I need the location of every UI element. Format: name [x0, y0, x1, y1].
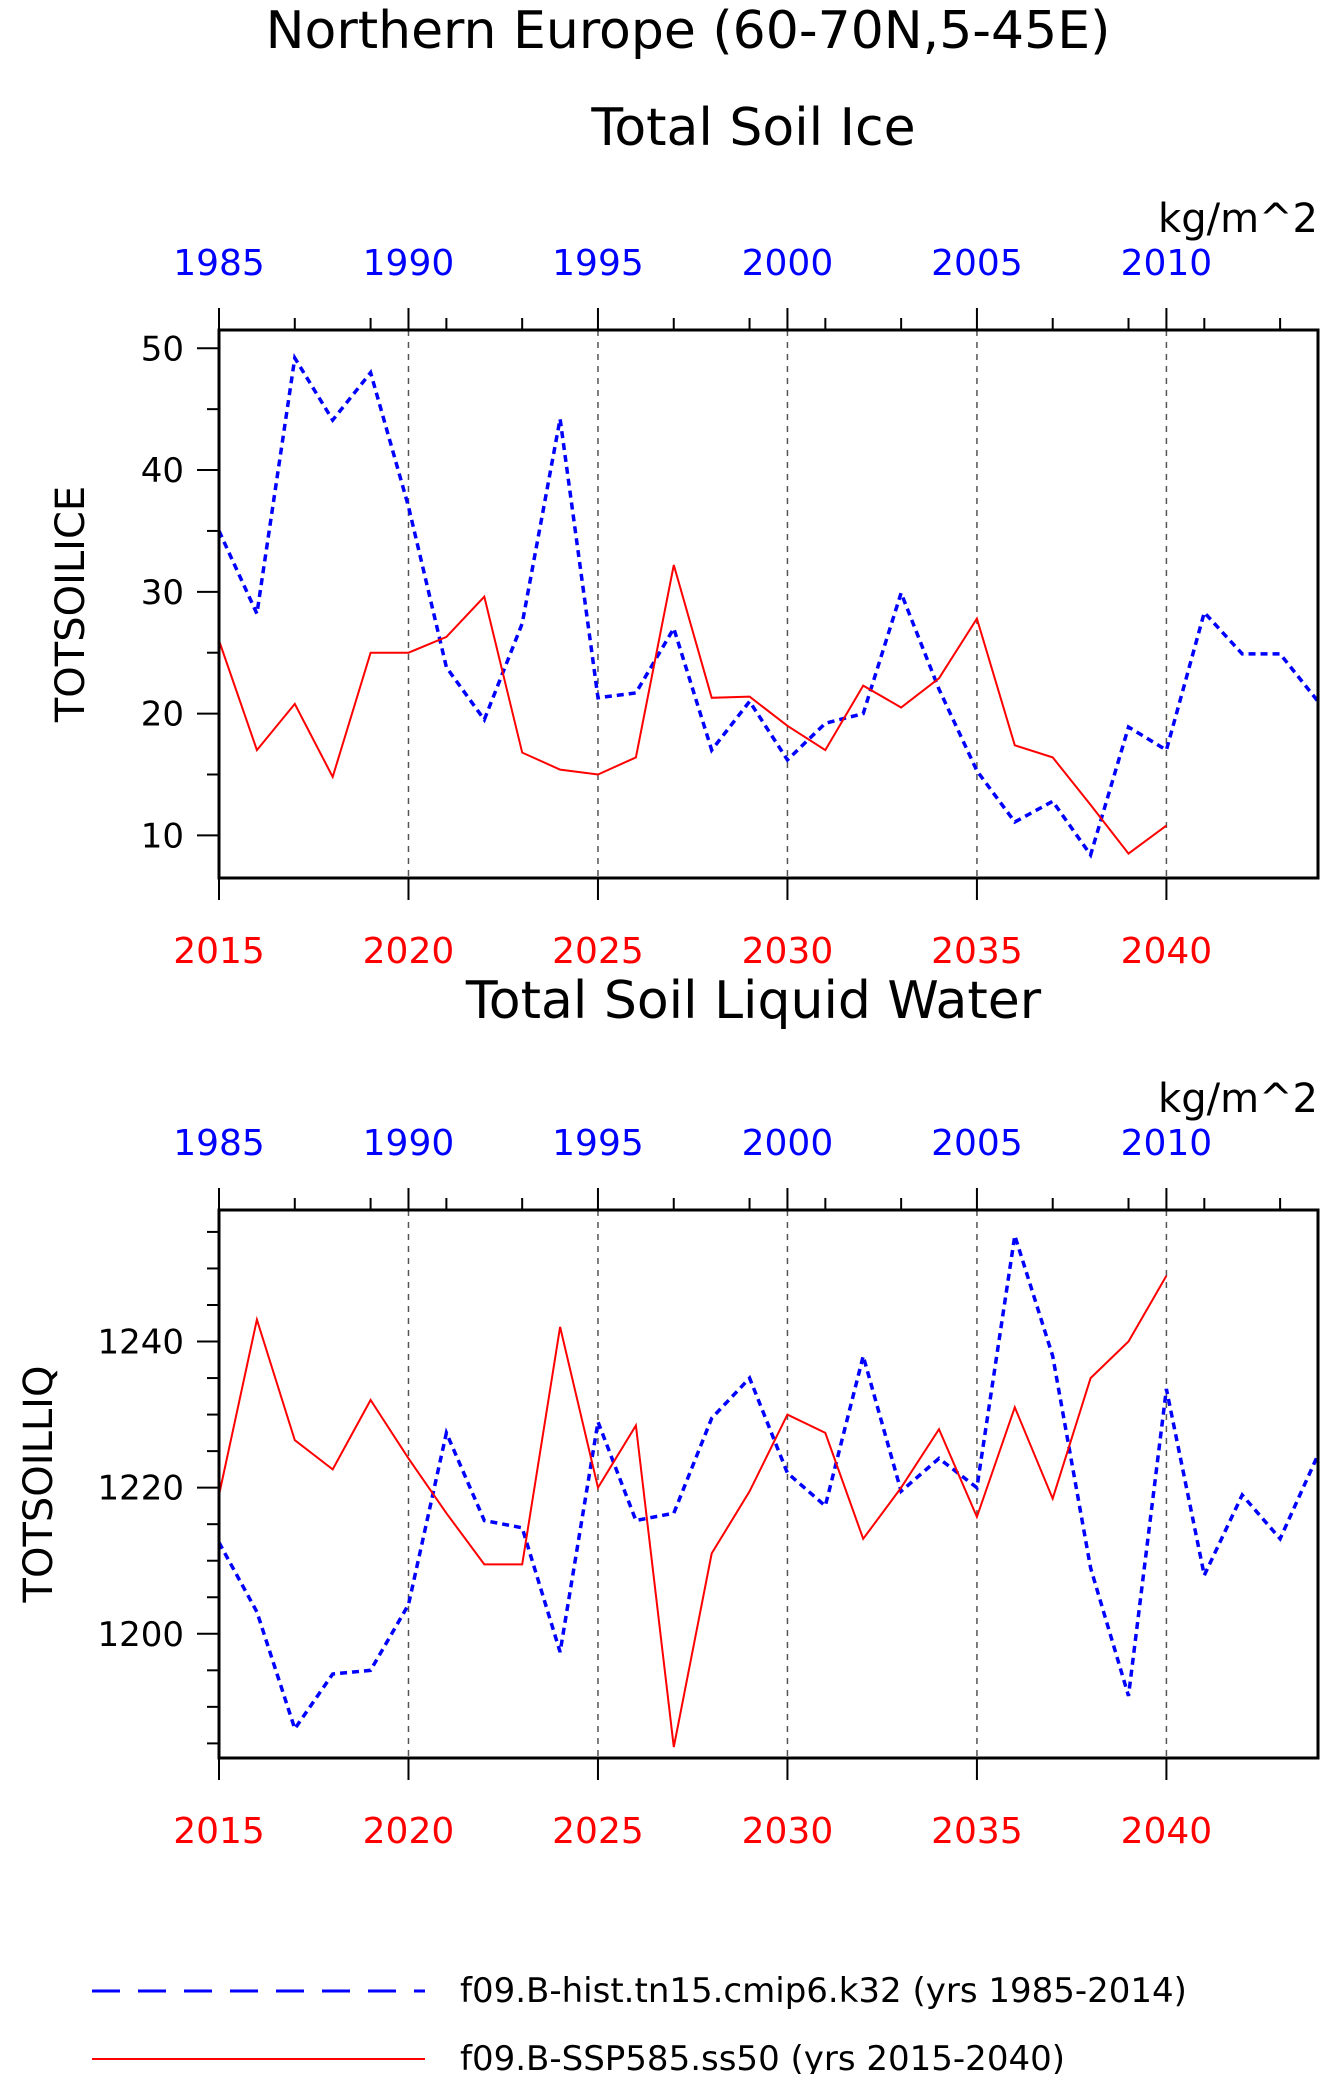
x-tick-label-top: 1985: [173, 1123, 265, 1164]
x-tick-label-bottom: 2020: [363, 1811, 455, 1852]
x-tick-label-bottom: 2040: [1121, 1811, 1213, 1852]
units-label: kg/m^2: [1158, 1076, 1318, 1122]
y-tick-label: 1220: [97, 1469, 184, 1509]
y-tick-label: 50: [141, 329, 184, 369]
x-tick-label-top: 2005: [931, 1123, 1023, 1164]
panel-total-soil-liquid-water: Total Soil Liquid Water kg/m^2 1200 1220 124…: [16, 971, 1320, 1852]
series-line-ssp585: [218, 1275, 1168, 1748]
x-tick-label-bottom: 2015: [173, 931, 265, 972]
y-axis-label: TOTSOILLIQ: [16, 1366, 62, 1604]
panel-title: Total Soil Ice: [590, 98, 915, 158]
x-tick-label-bottom: 2035: [931, 1811, 1023, 1852]
x-tick-label-top: 1985: [173, 243, 265, 284]
plot-frame: [217, 1208, 1320, 1760]
x-tick-label-bottom: 2025: [552, 1811, 644, 1852]
plot-frame: [217, 328, 1320, 880]
x-tick-label-top: 2000: [742, 1123, 834, 1164]
legend: f09.B-hist.tn15.cmip6.k32 (yrs 1985-2014…: [92, 1971, 1187, 2074]
main-title: Northern Europe (60-70N,5-45E): [266, 1, 1111, 61]
x-tick-label-top: 1990: [363, 243, 455, 284]
y-tick-label: 10: [141, 816, 184, 856]
x-tick-label-bottom: 2025: [552, 931, 644, 972]
units-label: kg/m^2: [1158, 196, 1318, 242]
panel-title: Total Soil Liquid Water: [465, 971, 1042, 1031]
x-tick-label-bottom: 2020: [363, 931, 455, 972]
x-tick-label-top: 2010: [1121, 243, 1213, 284]
x-tick-label-top: 1995: [552, 243, 644, 284]
y-tick-label: 30: [141, 573, 184, 613]
y-tick-label: 1200: [97, 1615, 184, 1655]
panel-total-soil-ice: Total Soil Icekg/m^21020304050TOTSOILICE…: [48, 98, 1320, 972]
legend-label-ssp: f09.B-SSP585.ss50 (yrs 2015-2040): [460, 2039, 1065, 2074]
x-tick-label-top: 2005: [931, 243, 1023, 284]
series-line-hist: [217, 1235, 1320, 1733]
x-tick-label-bottom: 2040: [1121, 931, 1213, 972]
series-line-hist: [217, 352, 1320, 859]
x-tick-label-bottom: 2030: [742, 931, 834, 972]
x-tick-label-top: 1990: [363, 1123, 455, 1164]
y-axis-label: TOTSOILICE: [48, 486, 94, 723]
x-tick-label-top: 2000: [742, 243, 834, 284]
y-tick-label: 1240: [97, 1323, 184, 1363]
y-tick-label: 20: [141, 695, 184, 735]
x-tick-label-bottom: 2030: [742, 1811, 834, 1852]
x-tick-label-top: 1995: [552, 1123, 644, 1164]
series-line-ssp585: [218, 564, 1167, 855]
x-tick-label-bottom: 2035: [931, 931, 1023, 972]
x-tick-label-bottom: 2015: [173, 1811, 265, 1852]
legend-label-hist: f09.B-hist.tn15.cmip6.k32 (yrs 1985-2014…: [460, 1971, 1187, 2011]
y-tick-label: 40: [141, 451, 184, 491]
x-tick-label-top: 2010: [1121, 1123, 1213, 1164]
